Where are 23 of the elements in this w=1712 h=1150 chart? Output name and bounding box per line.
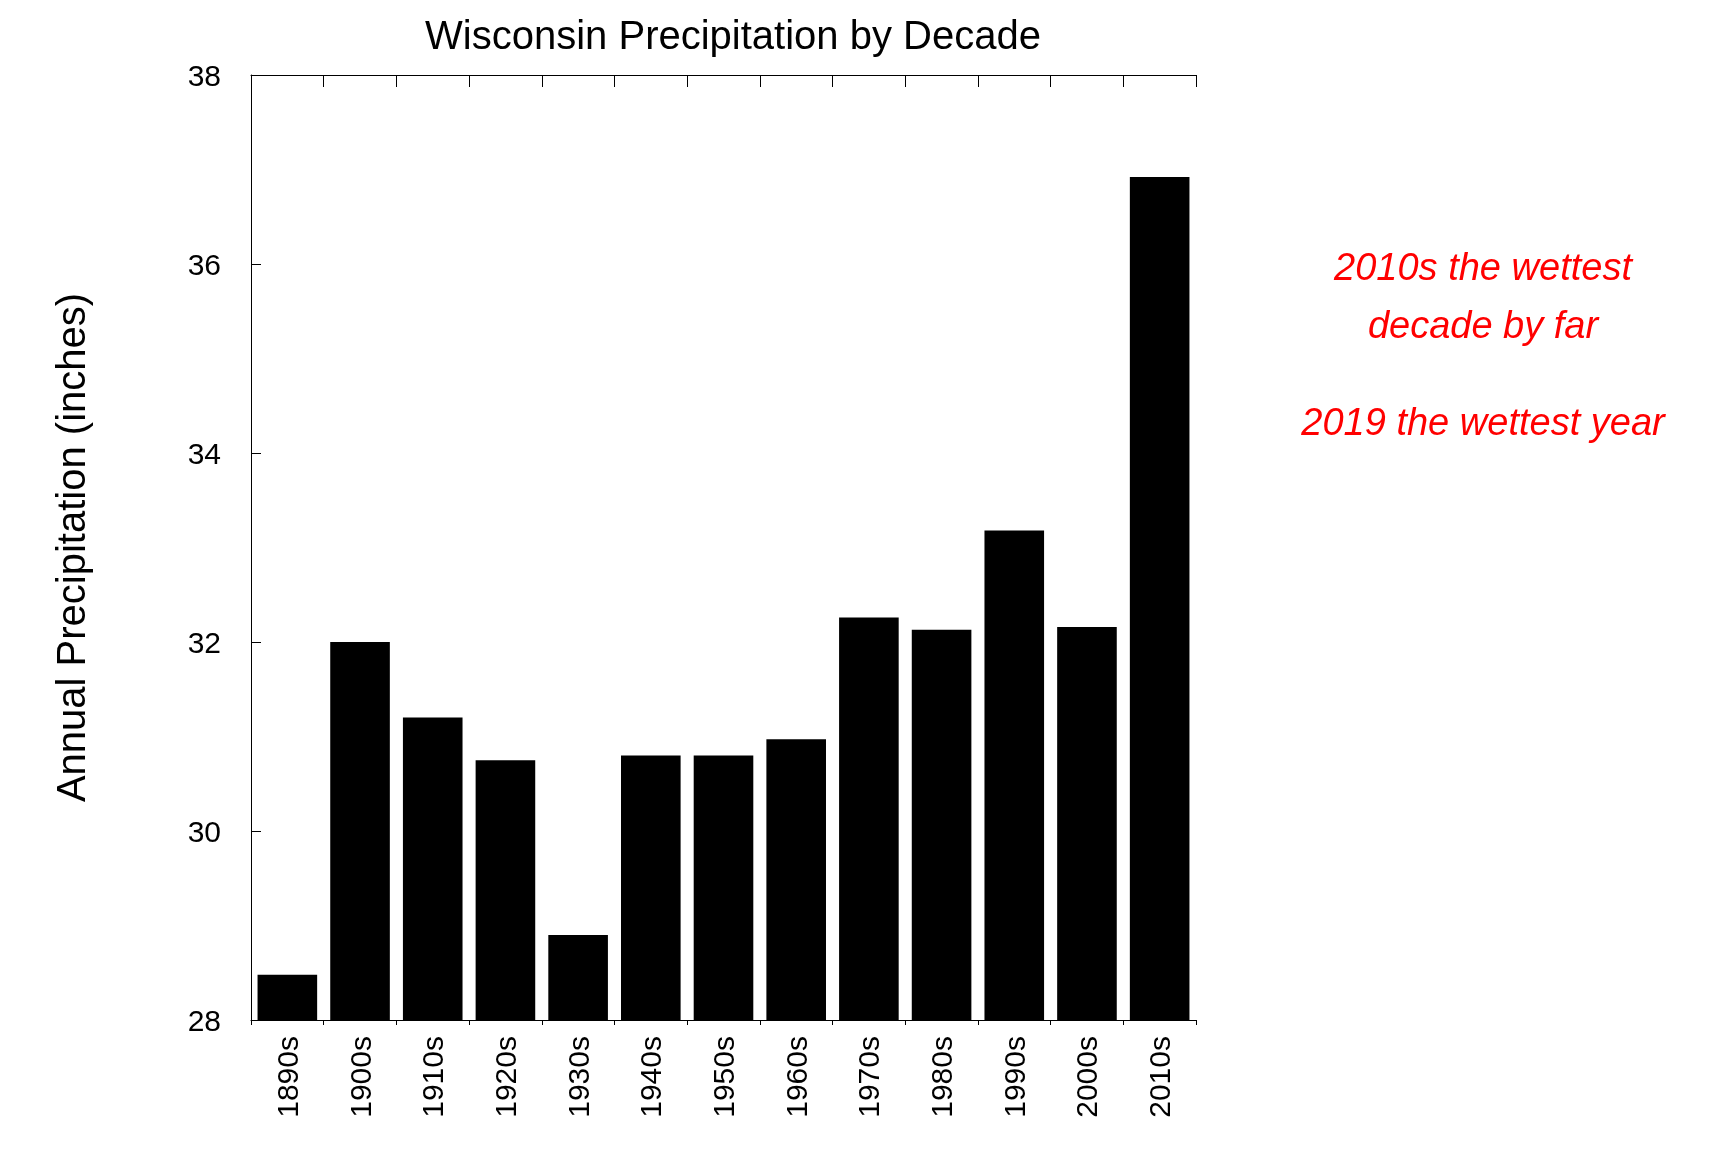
x-tick-label: 1930s [561, 1036, 595, 1118]
x-tick-label: 1940s [634, 1036, 668, 1118]
text: 2019 the wettest year [1300, 401, 1667, 443]
x-tick-label: 1900s [343, 1036, 377, 1118]
x-tick-label: 2010s [1143, 1036, 1177, 1118]
y-tick-label: 36 [187, 247, 221, 281]
x-tick-label: 1990s [997, 1036, 1031, 1118]
x-tick-label: 1920s [488, 1036, 522, 1118]
y-tick-label: 38 [187, 58, 221, 92]
x-tick-label: 1910s [416, 1036, 450, 1118]
y-axis-title: Annual Precipitation (inches) [49, 292, 93, 803]
x-tick-label: 1970s [852, 1036, 886, 1118]
y-tick-label: 32 [187, 625, 221, 659]
x-tick-label: 1980s [925, 1036, 959, 1118]
y-tick-label: 30 [187, 814, 221, 848]
x-tick-label: 1890s [270, 1036, 304, 1118]
y-tick-label: 28 [187, 1003, 221, 1037]
text: 2010s the wettest decade by far [1333, 246, 1634, 346]
y-tick-label: 34 [187, 436, 221, 470]
x-tick-label: 1950s [707, 1036, 740, 1118]
x-tick-label: 1960s [779, 1036, 813, 1118]
x-tick-label: 2000s [1070, 1036, 1104, 1118]
chart-title: Wisconsin Precipitation by Decade [425, 13, 1041, 57]
